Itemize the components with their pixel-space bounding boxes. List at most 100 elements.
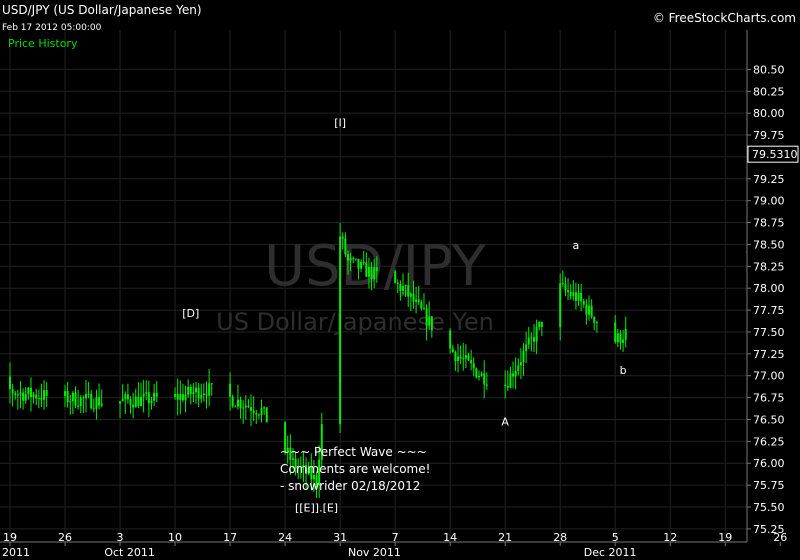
x-month-label: Dec 2011 bbox=[584, 546, 637, 559]
candle-body bbox=[255, 413, 258, 415]
y-tick-label: 75.25 bbox=[753, 523, 785, 536]
candle-body bbox=[37, 397, 40, 399]
candle-body bbox=[174, 394, 177, 397]
candle-body bbox=[585, 304, 588, 315]
candle-body bbox=[234, 406, 237, 408]
wave-label: A bbox=[501, 416, 509, 429]
candle-body bbox=[242, 407, 245, 409]
candle-body bbox=[428, 316, 431, 326]
candle-body bbox=[229, 383, 232, 397]
y-axis-area bbox=[747, 30, 800, 542]
x-tick-label: 10 bbox=[168, 531, 182, 544]
candle-body bbox=[404, 285, 407, 287]
x-tick-label: 24 bbox=[278, 531, 292, 544]
candle-body bbox=[192, 392, 195, 395]
candle-body bbox=[289, 447, 292, 460]
candle-body bbox=[181, 394, 184, 401]
candle-body bbox=[373, 267, 376, 280]
candle-body bbox=[236, 399, 239, 407]
x-tick-label: 19 bbox=[718, 531, 732, 544]
candle-body bbox=[588, 305, 591, 315]
candle-body bbox=[291, 458, 294, 460]
brand-label[interactable]: © FreeStockCharts.com bbox=[653, 11, 796, 25]
candle-body bbox=[454, 351, 457, 362]
candle-body bbox=[525, 344, 528, 352]
candle-body bbox=[425, 308, 428, 326]
y-tick-label: 78.50 bbox=[753, 238, 785, 251]
candle-body bbox=[247, 405, 250, 408]
watermark-symbol: USD/JPY bbox=[264, 234, 487, 299]
candle-body bbox=[320, 424, 323, 460]
candle-body bbox=[593, 316, 596, 323]
x-tick-label: 3 bbox=[117, 531, 124, 544]
candle-body bbox=[29, 387, 32, 397]
candle-body bbox=[357, 259, 360, 269]
candle-body bbox=[244, 405, 247, 408]
candles bbox=[9, 222, 627, 498]
candle-body bbox=[22, 392, 25, 401]
candle-body bbox=[284, 422, 287, 452]
y-tick-label: 80.00 bbox=[753, 107, 785, 120]
y-tick-label: 77.75 bbox=[753, 304, 785, 317]
candle-body bbox=[32, 394, 35, 397]
x-tick-label: 5 bbox=[612, 531, 619, 544]
candle-body bbox=[250, 407, 253, 411]
series-label[interactable]: Price History bbox=[8, 37, 78, 50]
y-tick-label: 76.50 bbox=[753, 413, 785, 426]
candle-body bbox=[82, 397, 85, 399]
candle-body bbox=[595, 322, 598, 324]
candle-body bbox=[147, 392, 150, 404]
candle-body bbox=[16, 394, 19, 396]
y-tick-label: 80.50 bbox=[753, 63, 785, 76]
candle-body bbox=[509, 373, 512, 388]
candle-body bbox=[624, 328, 627, 340]
wave-label: [D] bbox=[182, 307, 199, 320]
candle-body bbox=[312, 475, 315, 480]
candle-body bbox=[567, 290, 570, 292]
candle-body bbox=[559, 283, 562, 328]
x-tick-label: 28 bbox=[553, 531, 567, 544]
candle-body bbox=[622, 339, 625, 343]
candle-body bbox=[263, 407, 266, 409]
candle-body bbox=[205, 393, 208, 396]
candle-body bbox=[45, 390, 48, 396]
candle-body bbox=[71, 392, 74, 402]
candle-body bbox=[349, 258, 352, 261]
x-tick-label: 26 bbox=[58, 531, 72, 544]
candle-body bbox=[614, 322, 617, 343]
candle-body bbox=[569, 291, 572, 296]
candle-body bbox=[64, 391, 67, 396]
annotation-line: ~~~ Perfect Wave ~~~ bbox=[280, 445, 427, 459]
candle-body bbox=[580, 292, 583, 302]
candle-body bbox=[129, 399, 132, 405]
candle-body bbox=[119, 401, 122, 404]
candle-body bbox=[420, 302, 423, 309]
candle-body bbox=[176, 394, 179, 400]
candle-body bbox=[561, 283, 564, 285]
candle-body bbox=[305, 464, 308, 474]
candle-body bbox=[535, 326, 538, 342]
candle-body bbox=[153, 392, 156, 401]
candle-body bbox=[310, 467, 313, 480]
candle-body bbox=[189, 386, 192, 395]
chart-datetime: Feb 17 2012 05:00:00 bbox=[2, 23, 102, 33]
candle-body bbox=[417, 299, 420, 303]
y-tick-label: 77.50 bbox=[753, 326, 785, 339]
candle-body bbox=[90, 393, 93, 409]
candle-body bbox=[407, 285, 410, 297]
candle-body bbox=[24, 393, 27, 401]
x-month-label: Oct 2011 bbox=[104, 546, 155, 559]
candle-body bbox=[286, 447, 289, 452]
candle-body bbox=[95, 397, 98, 409]
candle-body bbox=[40, 397, 43, 400]
candle-body bbox=[69, 401, 72, 403]
candle-body bbox=[616, 333, 619, 343]
candle-body bbox=[92, 408, 95, 410]
wave-label: b bbox=[620, 364, 627, 377]
x-tick-label: 19 bbox=[3, 531, 17, 544]
candle-body bbox=[121, 398, 124, 402]
chart-symbol-title: USD/JPY (US Dollar/Japanese Yen) bbox=[2, 3, 202, 17]
candle-body bbox=[472, 363, 475, 369]
candle-body bbox=[252, 410, 255, 414]
